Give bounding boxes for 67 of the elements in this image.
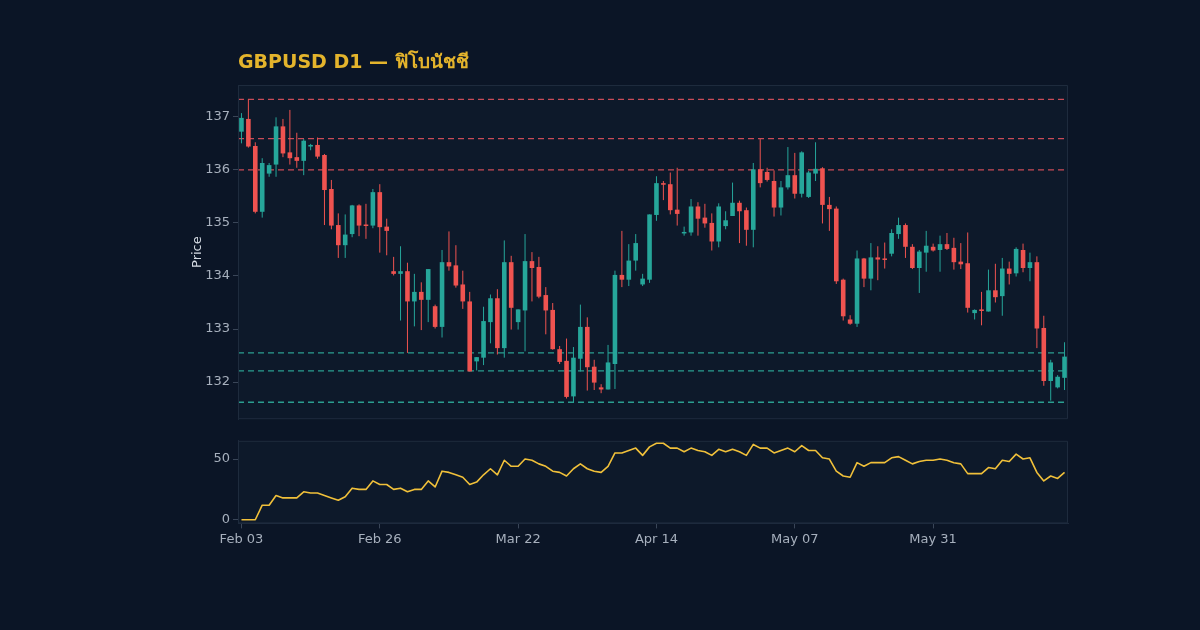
- x-tick-label: May 31: [909, 530, 957, 546]
- candlestick: [695, 201, 701, 237]
- x-tick-label: Feb 03: [219, 530, 264, 546]
- x-tick-label: Mar 22: [495, 530, 541, 546]
- candlestick: [889, 228, 894, 257]
- candlestick: [944, 232, 950, 251]
- candlestick: [335, 212, 341, 259]
- x-tick-label: Apr 14: [634, 530, 679, 546]
- y-tick-label: 136: [205, 161, 230, 177]
- candlestick: [868, 242, 874, 291]
- candlestick: [384, 218, 390, 256]
- candlestick: [591, 359, 597, 391]
- candlestick: [301, 138, 307, 176]
- candlestick: [744, 207, 749, 247]
- candlestick: [986, 269, 991, 313]
- candlestick: [875, 245, 881, 281]
- candlestick: [827, 196, 832, 232]
- candlestick: [993, 263, 998, 303]
- candlestick: [930, 243, 936, 253]
- candlestick: [778, 180, 784, 216]
- candlestick: [882, 242, 888, 270]
- candlestick: [398, 245, 403, 322]
- candlestick: [916, 249, 922, 294]
- candlestick: [356, 203, 362, 237]
- candlestick: [813, 141, 818, 182]
- candlestick: [619, 230, 625, 288]
- candlestick: [488, 294, 493, 344]
- x-tick-label: May 07: [771, 530, 819, 546]
- candlestick: [910, 243, 915, 270]
- candlestick: [412, 273, 417, 327]
- candlestick: [723, 210, 728, 230]
- candlestick: [730, 182, 735, 217]
- y-tick-label: 0: [221, 511, 230, 527]
- candlestick: [391, 256, 396, 276]
- candlestick: [674, 167, 680, 227]
- candlestick: [661, 180, 666, 201]
- candlestick: [633, 233, 639, 272]
- x-tick-label: Feb 26: [357, 530, 402, 546]
- candlestick: [847, 314, 853, 326]
- candlestick: [626, 243, 632, 287]
- candlestick: [1006, 261, 1012, 285]
- y-tick-label: 50: [213, 450, 230, 466]
- chart-title: GBPUSD D1 — ฟิโบนัชชี: [238, 49, 469, 74]
- y-tick-label: 135: [205, 214, 230, 230]
- candlestick: [792, 152, 798, 200]
- candlestick: [315, 137, 320, 160]
- candlestick: [903, 222, 908, 259]
- candlestick: [418, 281, 424, 331]
- candlestick: [342, 213, 348, 259]
- y-tick-label: 137: [205, 108, 230, 124]
- candlestick: [861, 257, 867, 288]
- y-tick-label: 134: [205, 267, 230, 283]
- y-axis-title: Price: [189, 236, 205, 268]
- candlestick: [737, 200, 742, 244]
- candlestick: [294, 132, 300, 169]
- candlestick: [896, 217, 901, 240]
- candlestick: [460, 270, 466, 310]
- y-tick-label: 133: [205, 320, 230, 336]
- candlestick: [453, 244, 459, 289]
- candlestick: [979, 291, 984, 326]
- candlestick: [757, 138, 763, 188]
- candlestick: [557, 345, 562, 365]
- y-tick-label: 132: [205, 373, 230, 389]
- candlestick: [923, 230, 929, 273]
- candlestick: [709, 212, 715, 252]
- candlestick: [239, 112, 244, 144]
- candlestick: [543, 286, 549, 335]
